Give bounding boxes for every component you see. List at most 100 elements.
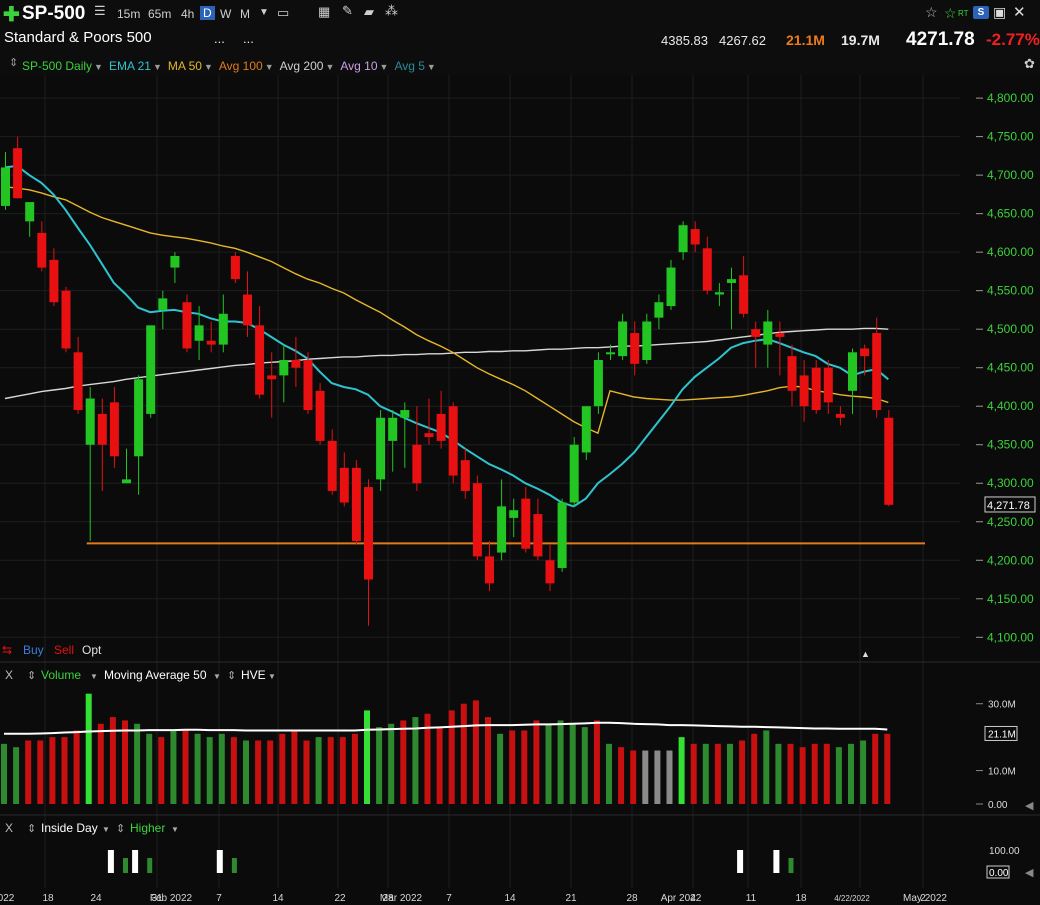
candle[interactable] (97, 398, 107, 491)
candle[interactable] (13, 136, 23, 199)
indicator-4[interactable]: Avg 200 ▼ (280, 59, 335, 73)
notes-icon[interactable]: ▰ (364, 4, 374, 19)
candle[interactable] (727, 267, 736, 330)
volume-close-button[interactable]: X (5, 668, 13, 682)
sell-button[interactable]: Sell (54, 643, 74, 657)
candle[interactable] (848, 348, 857, 414)
ellipsis-2[interactable]: ... (243, 31, 254, 46)
inside-move-icon[interactable]: ⇕ (27, 823, 36, 835)
hve-label[interactable]: HVE (241, 668, 266, 682)
plus-icon[interactable]: ✚ (3, 4, 20, 26)
indicator-0[interactable]: SP-500 Daily ▼ (22, 59, 103, 73)
candle[interactable] (787, 344, 797, 407)
volume-ma-dropdown-icon[interactable]: ▼ (213, 672, 221, 681)
save-icon[interactable]: ▣ (993, 4, 1007, 20)
candle[interactable] (654, 294, 664, 330)
candle[interactable] (545, 544, 555, 592)
candle[interactable] (388, 410, 398, 472)
candle[interactable] (618, 313, 628, 360)
inside-close-button[interactable]: X (5, 821, 13, 835)
candle[interactable] (61, 286, 71, 353)
candle[interactable] (751, 321, 761, 368)
candle[interactable] (593, 352, 603, 414)
pencil-icon[interactable]: ✎ (342, 3, 353, 18)
candle[interactable] (303, 352, 313, 414)
candle[interactable] (775, 321, 785, 376)
candle[interactable] (134, 375, 144, 495)
higher-move-icon[interactable]: ⇕ (116, 823, 125, 835)
candle[interactable] (436, 390, 446, 449)
candle[interactable] (73, 336, 83, 414)
candle[interactable] (763, 309, 773, 368)
inside-dropdown-icon[interactable]: ▼ (102, 825, 110, 834)
candle[interactable] (666, 259, 676, 310)
candle[interactable] (182, 294, 192, 353)
candle[interactable] (49, 248, 59, 307)
volume-ma-label[interactable]: Moving Average 50 (104, 668, 207, 682)
candle[interactable] (194, 306, 204, 360)
indicator-1[interactable]: EMA 21 ▼ (109, 59, 162, 73)
indicator-dropdown-icon[interactable]: ▼ (203, 62, 213, 72)
indicator-dropdown-icon[interactable]: ▼ (325, 62, 335, 72)
candle[interactable] (739, 256, 749, 318)
candle[interactable] (533, 498, 543, 561)
candle[interactable] (364, 479, 373, 626)
higher-label[interactable]: Higher (130, 821, 165, 835)
candle[interactable] (218, 294, 228, 353)
candle[interactable] (811, 360, 821, 414)
candle[interactable] (255, 306, 265, 399)
close-icon[interactable]: ✕ (1013, 4, 1026, 21)
volume-label[interactable]: Volume (41, 668, 81, 682)
indicator-dropdown-icon[interactable]: ▼ (426, 62, 436, 72)
candle[interactable] (485, 541, 494, 592)
tf-m[interactable]: M (240, 7, 250, 21)
candle[interactable] (424, 398, 434, 445)
candle[interactable] (472, 475, 482, 561)
candle[interactable] (146, 325, 156, 418)
candle[interactable] (122, 448, 131, 484)
candle[interactable] (85, 386, 95, 542)
candle[interactable] (243, 271, 252, 337)
candle[interactable] (606, 344, 615, 360)
star-icon[interactable]: ☆ (925, 4, 938, 20)
tf-65m[interactable]: 65m (148, 7, 172, 21)
candle[interactable] (158, 290, 168, 330)
candle[interactable] (678, 221, 688, 260)
candle[interactable] (339, 452, 349, 507)
candle[interactable] (581, 406, 591, 461)
inside-collapse-icon[interactable]: ◀ (1025, 867, 1034, 879)
palette-icon[interactable]: ✿ (1024, 56, 1035, 71)
candle[interactable] (291, 336, 301, 387)
candle[interactable] (412, 406, 422, 491)
s-dropdown-icon[interactable]: S (973, 6, 989, 19)
candle[interactable] (279, 344, 289, 403)
indicator-2[interactable]: MA 50 ▼ (168, 59, 213, 73)
indicator-5[interactable]: Avg 10 ▼ (340, 59, 388, 73)
indicator-dropdown-icon[interactable]: ▼ (94, 62, 103, 72)
candle[interactable] (267, 352, 277, 418)
candle[interactable] (37, 221, 47, 272)
candle[interactable] (170, 252, 180, 283)
candle[interactable] (448, 402, 458, 484)
volume-move-icon[interactable]: ⇕ (27, 670, 36, 682)
candle[interactable] (315, 383, 325, 445)
share-icon[interactable]: ⁂ (385, 3, 398, 18)
move-handle-icon[interactable]: ⇕ (9, 57, 19, 69)
tf-4h[interactable]: 4h (181, 7, 195, 21)
candle[interactable] (799, 360, 809, 422)
candle[interactable] (872, 317, 882, 418)
collapse-icon[interactable]: ▲ (861, 649, 870, 659)
candle[interactable] (109, 386, 119, 468)
candle[interactable] (1, 152, 10, 210)
calculator-icon[interactable]: ▦ (318, 4, 331, 19)
trade-icon[interactable]: ⇆ (2, 643, 12, 657)
rt-icon[interactable]: ☆ (944, 5, 957, 21)
candle[interactable] (206, 321, 216, 353)
hve-move-icon[interactable]: ⇕ (227, 670, 236, 682)
candle[interactable] (521, 487, 531, 553)
candle[interactable] (557, 498, 567, 572)
candle[interactable] (497, 479, 507, 561)
candle[interactable] (25, 202, 35, 237)
tf-d[interactable]: D (200, 6, 215, 20)
candle[interactable] (460, 448, 470, 499)
